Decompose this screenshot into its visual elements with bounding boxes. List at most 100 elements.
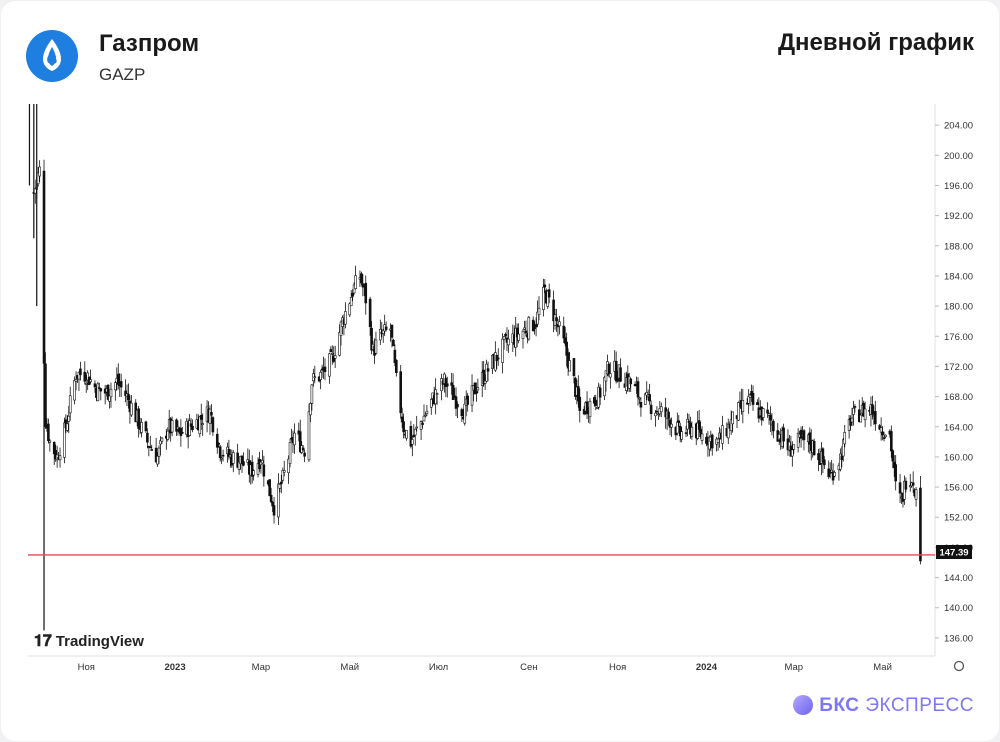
- candle-body: [486, 368, 490, 372]
- candle-body: [588, 400, 592, 418]
- x-tick-label: Май: [340, 662, 359, 673]
- candle-body: [684, 432, 688, 434]
- candle-body: [348, 303, 352, 316]
- candle-body: [536, 311, 539, 325]
- candle-body: [853, 406, 857, 408]
- candle-body: [179, 428, 183, 436]
- candle-body: [73, 380, 76, 401]
- candle-body: [307, 411, 311, 461]
- candle-body: [524, 330, 528, 334]
- candle-body: [604, 370, 608, 382]
- candle-body: [77, 371, 81, 380]
- gazprom-flame-icon: G: [43, 39, 61, 71]
- candle-body: [250, 461, 254, 477]
- candle-body: [48, 440, 52, 443]
- candle-body: [533, 327, 536, 329]
- candle-body: [130, 402, 133, 416]
- candle-body: [199, 415, 203, 420]
- candle-body: [582, 408, 586, 415]
- candle-body: [413, 428, 417, 436]
- candle-body: [157, 447, 161, 457]
- candle-body: [914, 489, 918, 500]
- candle-body: [482, 369, 485, 385]
- candle-body: [747, 396, 750, 404]
- y-tick-label: 156.00: [944, 483, 973, 494]
- candle-body: [330, 352, 334, 355]
- candle-body: [99, 388, 103, 392]
- y-tick-label: 200.00: [944, 151, 973, 162]
- candle-body: [379, 328, 382, 341]
- candle-body: [146, 432, 149, 443]
- y-tick-label: 176.00: [944, 332, 973, 343]
- candle-body: [483, 380, 487, 384]
- candle-body: [201, 423, 205, 425]
- company-name: Газпром: [99, 30, 200, 57]
- candle-body: [636, 381, 640, 398]
- candle-body: [823, 459, 826, 466]
- candle-body: [349, 297, 353, 307]
- candle-body: [568, 360, 571, 372]
- candle-body: [517, 333, 520, 341]
- candle-body: [215, 433, 219, 448]
- candle-body: [821, 448, 825, 463]
- candle-body: [616, 378, 619, 382]
- y-tick-label: 168.00: [944, 392, 973, 403]
- candle-body: [607, 363, 611, 376]
- candle-body: [319, 372, 322, 380]
- candle-body: [344, 311, 347, 325]
- candle-body: [218, 446, 222, 458]
- candle-body: [170, 420, 174, 433]
- candle-body: [767, 413, 771, 416]
- candle-body: [686, 418, 689, 430]
- candle-body: [208, 408, 212, 424]
- candle-body: [221, 454, 225, 457]
- candle-body: [874, 411, 877, 425]
- x-tick-label: Мар: [784, 662, 803, 673]
- candle-body: [475, 391, 478, 394]
- candle-body: [98, 387, 101, 389]
- candle-body: [262, 464, 266, 477]
- candle-body: [841, 439, 845, 457]
- candle-body: [154, 447, 158, 463]
- candle-body: [456, 403, 459, 408]
- candle-body: [454, 396, 458, 409]
- candle-body: [891, 450, 895, 462]
- candle-body: [210, 412, 213, 416]
- y-tick-label: 152.00: [944, 513, 973, 524]
- candle-body: [884, 434, 887, 438]
- chart-plot-area: [28, 104, 936, 657]
- tradingview-watermark: 𝟏𝟕 TradingView: [34, 631, 144, 651]
- candle-body: [871, 404, 874, 415]
- candle-body: [501, 338, 504, 363]
- candle-body: [259, 461, 263, 466]
- candle-body: [654, 412, 657, 417]
- candle-body: [670, 423, 673, 428]
- candle-body: [400, 416, 404, 423]
- candle-body: [282, 470, 286, 473]
- candle-body: [181, 432, 184, 434]
- brand-bold: БКС: [819, 695, 860, 716]
- candle-body: [572, 358, 576, 377]
- x-tick-label: Май: [873, 662, 892, 673]
- candle-body: [79, 368, 82, 376]
- candle-body: [445, 383, 449, 387]
- candle-body: [859, 414, 863, 423]
- candle-body: [565, 341, 568, 356]
- candle-body: [595, 407, 599, 409]
- y-tick-label: 184.00: [944, 271, 973, 282]
- candle-body: [288, 442, 292, 464]
- candle-body: [402, 421, 405, 433]
- candle-body: [667, 411, 670, 419]
- last-price-label: 147.39: [939, 548, 968, 559]
- candle-body: [751, 392, 755, 405]
- candle-body: [555, 317, 558, 322]
- candle-body: [700, 433, 704, 441]
- candle-body: [160, 437, 164, 442]
- candle-body: [272, 505, 276, 516]
- settings-gear-icon[interactable]: [953, 660, 965, 672]
- candle-body: [676, 421, 679, 434]
- candle-body: [421, 422, 424, 425]
- candle-body: [252, 470, 255, 476]
- x-tick-label: Ноя: [609, 662, 626, 673]
